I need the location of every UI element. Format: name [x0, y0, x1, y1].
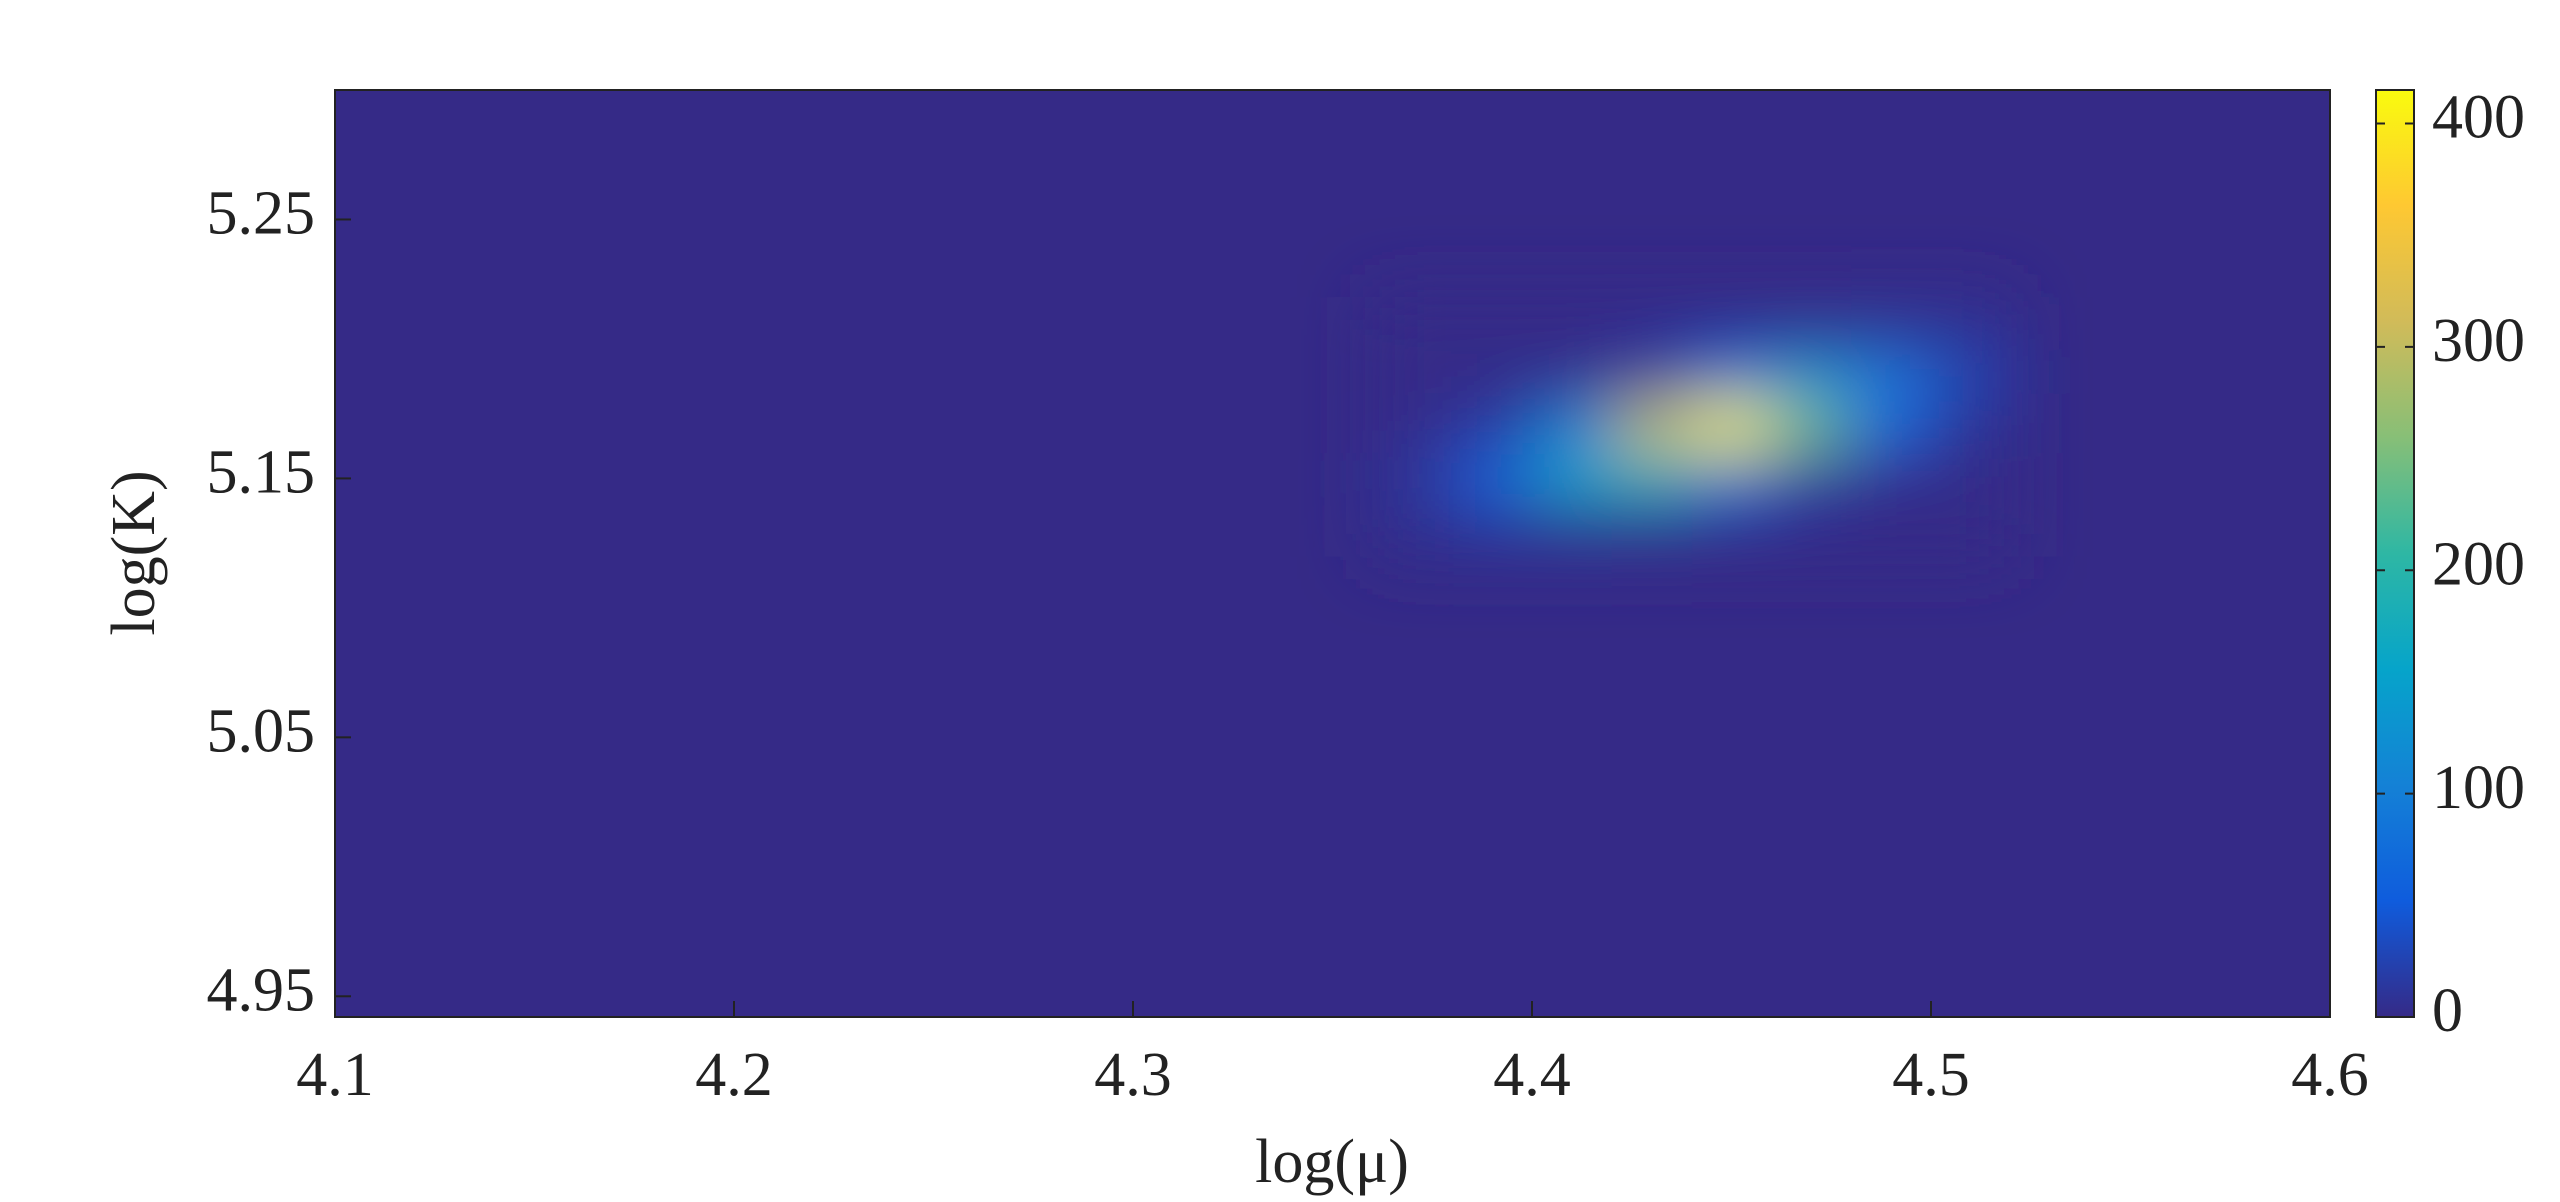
heat-cell — [1532, 348, 1613, 402]
heat-cell — [1771, 400, 1852, 454]
heat-cell — [1372, 348, 1453, 402]
x-tick-label: 4.3 — [1094, 1041, 1172, 1109]
colorbar-tick-label: 300 — [2432, 307, 2525, 375]
heat-cell — [1691, 504, 1772, 557]
heat-cell — [1452, 348, 1533, 402]
heat-cell — [1611, 400, 1693, 454]
x-tick-label: 4.1 — [296, 1041, 374, 1109]
heat-cell — [1931, 504, 2012, 557]
plot-frame — [334, 89, 2331, 1018]
y-tick-label: 5.05 — [207, 698, 316, 766]
heat-cell — [1931, 297, 2012, 350]
heat-cell — [1771, 348, 1852, 402]
heat-cell — [1372, 297, 1453, 350]
x-tick-label: 4.4 — [1493, 1041, 1571, 1109]
heat-cell — [1532, 400, 1613, 454]
heat-cell — [1931, 452, 2012, 505]
y-axis-label: log(K) — [100, 470, 168, 635]
heat-cell — [1372, 452, 1453, 505]
colorbar-tick-label: 400 — [2432, 84, 2525, 152]
x-tick-label: 4.2 — [695, 1041, 773, 1109]
heat-cell — [1931, 348, 2012, 402]
heat-cell — [1851, 504, 1932, 557]
heat-cell — [1851, 297, 1932, 350]
y-tick-label: 5.25 — [207, 180, 316, 248]
heat-cell — [1611, 452, 1693, 505]
heat-cell — [1771, 297, 1852, 350]
heat-cell — [1532, 504, 1613, 557]
heat-cell — [1611, 504, 1693, 557]
heat-cell — [1452, 504, 1533, 557]
heat-cell — [1691, 400, 1772, 454]
x-axis-label: log(μ) — [1255, 1128, 1409, 1196]
heat-cell — [1452, 297, 1533, 350]
plot-background — [335, 90, 2330, 1017]
heat-cell — [1611, 348, 1693, 402]
y-tick-label: 4.95 — [207, 957, 316, 1025]
colorbar-tick-label: 100 — [2432, 754, 2525, 822]
heat-cell — [1771, 504, 1852, 557]
x-tick-label: 4.5 — [1892, 1041, 1970, 1109]
heat-cell — [1931, 400, 2012, 454]
heat-cell — [1372, 504, 1453, 557]
heat-cell — [1851, 348, 1932, 402]
heat-cell — [1691, 297, 1772, 350]
heat-cell — [1851, 452, 1932, 505]
heat-cell — [1532, 297, 1613, 350]
colorbar — [2375, 89, 2415, 1018]
heat-cell — [1771, 452, 1852, 505]
heat-cell — [1691, 452, 1772, 505]
y-tick-label: 5.15 — [207, 439, 316, 507]
heat-cell — [1691, 348, 1772, 402]
colorbar-tick-label: 0 — [2432, 977, 2463, 1045]
heat-cell — [1452, 400, 1533, 454]
heat-cell — [1611, 297, 1693, 350]
heat-cell — [1851, 400, 1932, 454]
heat-cell — [1532, 452, 1613, 505]
heat-cell — [1372, 400, 1453, 454]
heat-cell — [1452, 452, 1533, 505]
x-tick-label: 4.6 — [2291, 1041, 2369, 1109]
colorbar-tick-label: 200 — [2432, 530, 2525, 598]
